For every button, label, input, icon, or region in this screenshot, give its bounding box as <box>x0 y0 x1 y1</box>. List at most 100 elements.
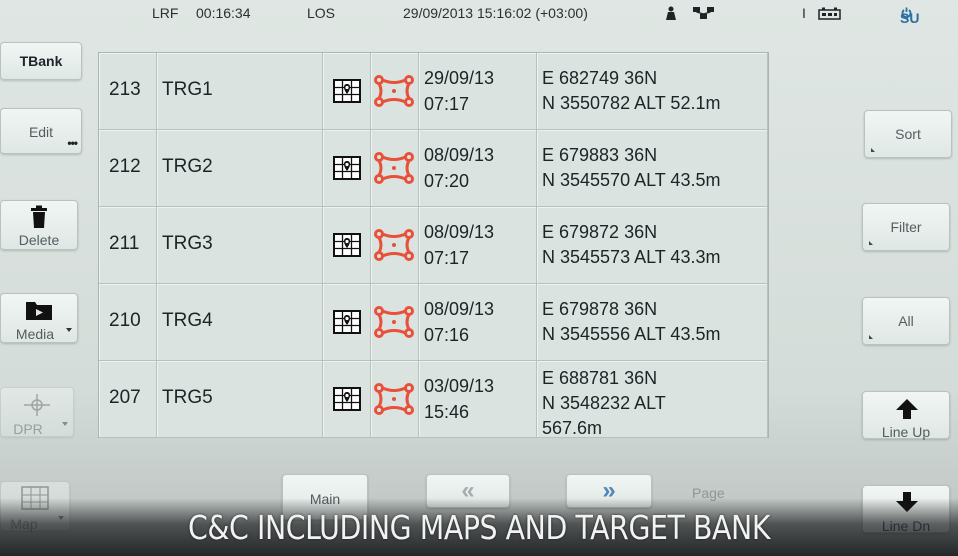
target-name-cell: TRG4 <box>157 284 323 361</box>
tbank-button[interactable]: TBank <box>0 42 82 80</box>
dpr-dropdown-icon <box>62 422 68 426</box>
more-options-icon: ••• <box>67 136 78 150</box>
target-date: 03/09/13 <box>424 376 495 396</box>
double-chevron-right-icon: » <box>602 477 616 504</box>
map-cell <box>323 53 371 130</box>
dpr-button[interactable]: DPR <box>0 387 74 437</box>
corner-indicator-icon <box>871 148 875 152</box>
target-id-cell: 207 <box>99 361 157 438</box>
target-northing-alt: N 3550782 ALT 52.1m <box>542 93 721 113</box>
target-name-cell: TRG2 <box>157 130 323 207</box>
target-id: 210 <box>109 310 141 331</box>
target-frame-icon[interactable] <box>373 305 415 344</box>
target-coordinates-cell: E 688781 36N N 3548232 ALT 567.6m <box>537 361 768 438</box>
target-row[interactable]: 211 TRG3 08/09/13 07:17 E 679872 36N N 354557… <box>99 207 768 284</box>
target-name: TRG3 <box>162 233 213 254</box>
map-grid-icon[interactable] <box>333 387 361 416</box>
map-grid-icon[interactable] <box>333 233 361 262</box>
target-datetime-cell: 03/09/13 15:46 <box>419 361 537 438</box>
target-date: 29/09/13 <box>424 68 495 88</box>
target-name-cell: TRG3 <box>157 207 323 284</box>
target-northing-alt: N 3545573 ALT 43.3m <box>542 247 721 267</box>
target-frame-icon[interactable] <box>373 74 415 113</box>
target-id: 207 <box>109 387 141 408</box>
delete-button[interactable]: Delete <box>0 200 78 250</box>
target-icon-cell <box>371 207 419 284</box>
target-icon-cell <box>371 284 419 361</box>
target-time: 15:46 <box>424 402 470 422</box>
target-row[interactable]: 207 TRG5 03/09/13 15:46 E 688781 36N N 354823… <box>99 361 768 438</box>
target-icon-cell <box>371 130 419 207</box>
target-date: 08/09/13 <box>424 299 495 319</box>
target-row[interactable]: 213 TRG1 29/09/13 07:17 E 682749 36N N 355078… <box>99 53 768 130</box>
filter-label: Filter <box>890 219 922 235</box>
system-datetime: 29/09/2013 15:16:02 (+03:00) <box>403 5 588 21</box>
user-label: SU <box>900 10 920 26</box>
line-up-button[interactable]: Line Up <box>862 391 950 440</box>
lrf-time: 00:16:34 <box>196 5 251 21</box>
map-grid-icon[interactable] <box>333 79 361 108</box>
target-coordinates-cell: E 682749 36N N 3550782 ALT 52.1m <box>537 53 768 130</box>
power-icon <box>901 7 912 19</box>
double-chevron-left-icon: « <box>461 477 475 504</box>
target-icon-cell <box>371 361 419 438</box>
cursor-indicator: I <box>802 5 806 21</box>
target-name: TRG4 <box>162 310 213 331</box>
media-label: Media <box>15 326 55 342</box>
trash-icon <box>30 205 48 232</box>
filter-button[interactable]: Filter <box>862 203 950 251</box>
map-cell <box>323 284 371 361</box>
dpr-label: DPR <box>13 421 43 437</box>
target-id: 211 <box>109 233 140 254</box>
target-row[interactable]: 212 TRG2 08/09/13 07:20 E 679883 36N N 354557… <box>99 130 768 207</box>
target-time: 07:16 <box>424 325 470 345</box>
delete-label: Delete <box>18 232 60 248</box>
status-bar: LRF 00:16:34 LOS 29/09/2013 15:16:02 (+0… <box>0 0 958 28</box>
target-alt-continued: 567.6m <box>542 418 603 438</box>
target-id: 213 <box>109 79 141 100</box>
target-id-cell: 212 <box>99 130 157 207</box>
edit-label: Edit <box>28 124 54 140</box>
media-button[interactable]: Media <box>0 293 78 343</box>
target-coordinates-cell: E 679878 36N N 3545556 ALT 43.5m <box>537 284 768 361</box>
all-label: All <box>898 313 914 329</box>
map-cell <box>323 207 371 284</box>
target-id-cell: 213 <box>99 53 157 130</box>
sort-button[interactable]: Sort <box>864 110 952 158</box>
tbank-label: TBank <box>19 53 63 69</box>
media-dropdown-icon <box>66 328 72 332</box>
target-id-cell: 210 <box>99 284 157 361</box>
target-frame-icon[interactable] <box>373 228 415 267</box>
target-date: 08/09/13 <box>424 222 495 242</box>
page-indicator: Page <box>692 485 725 501</box>
caption-overlay <box>0 498 958 556</box>
target-name-cell: TRG1 <box>157 53 323 130</box>
target-time: 07:20 <box>424 171 470 191</box>
target-easting: E 688781 36N <box>542 368 658 388</box>
user-status[interactable]: SU <box>900 5 919 26</box>
map-grid-icon[interactable] <box>333 310 361 339</box>
target-easting: E 682749 36N <box>542 68 658 88</box>
target-datetime-cell: 29/09/13 07:17 <box>419 53 537 130</box>
map-cell <box>323 130 371 207</box>
target-frame-icon[interactable] <box>373 151 415 190</box>
crosshair-icon <box>22 392 52 421</box>
target-row[interactable]: 210 TRG4 08/09/13 07:16 E 679878 36N N 354555… <box>99 284 768 361</box>
network-icon <box>692 6 716 20</box>
target-time: 07:17 <box>424 94 470 114</box>
target-datetime-cell: 08/09/13 07:16 <box>419 284 537 361</box>
target-coordinates-cell: E 679883 36N N 3545570 ALT 43.5m <box>537 130 768 207</box>
target-id-cell: 211 <box>99 207 157 284</box>
target-northing-alt: N 3545570 ALT 43.5m <box>542 170 721 190</box>
edit-button[interactable]: Edit ••• <box>0 108 82 154</box>
corner-indicator-icon <box>869 335 873 339</box>
line-up-label: Line Up <box>881 424 931 440</box>
target-frame-icon[interactable] <box>373 382 415 421</box>
map-cell <box>323 361 371 438</box>
target-datetime-cell: 08/09/13 07:20 <box>419 130 537 207</box>
target-name-cell: TRG5 <box>157 361 323 438</box>
target-easting: E 679883 36N <box>542 145 658 165</box>
video-caption: C&C INCLUDING MAPS AND TARGET BANK <box>187 508 771 547</box>
all-button[interactable]: All <box>862 297 950 345</box>
map-grid-icon[interactable] <box>333 156 361 185</box>
